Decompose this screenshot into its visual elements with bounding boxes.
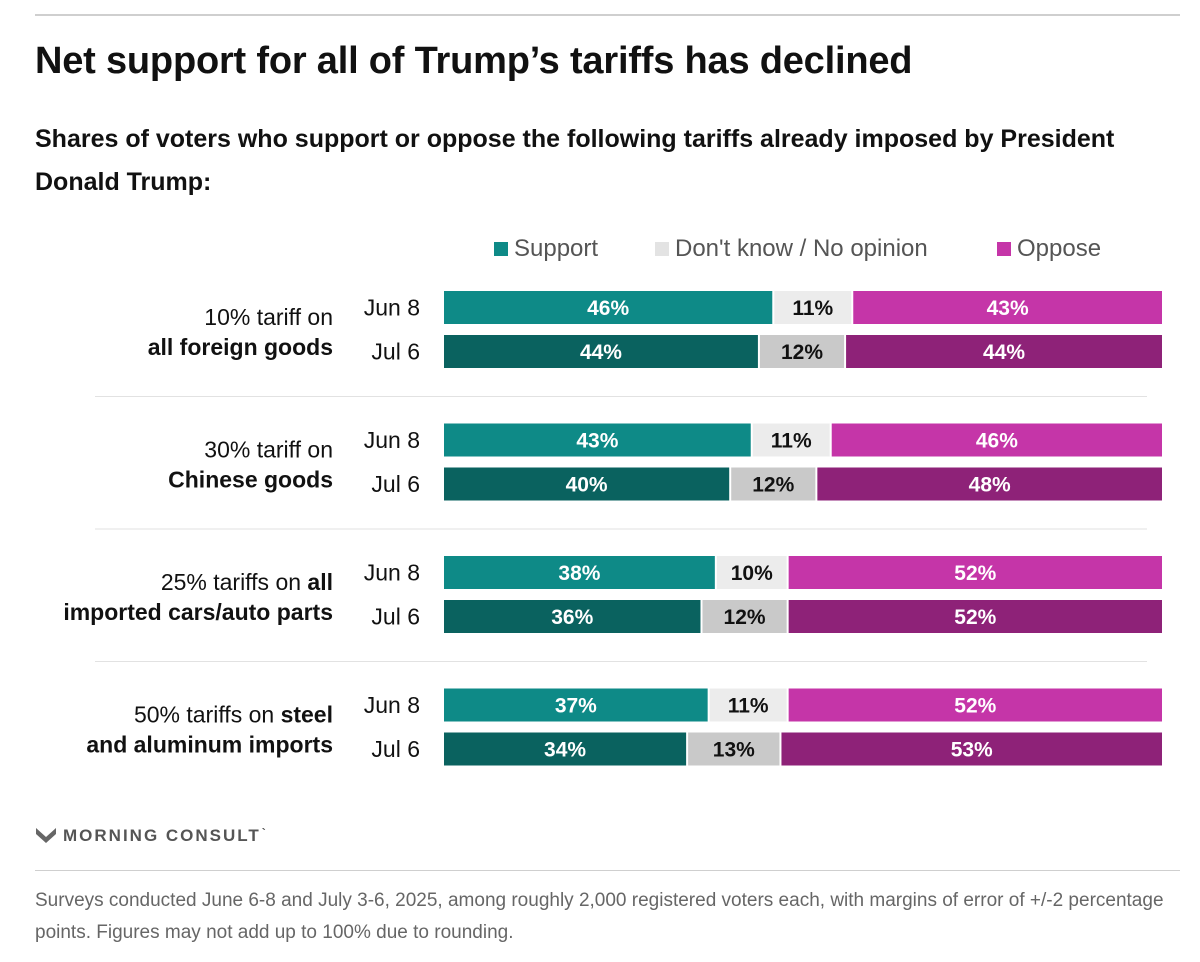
date-label: Jul 6 — [371, 339, 420, 365]
category-label-part: 30% tariff on — [204, 437, 333, 463]
legend-support: Support — [494, 235, 598, 263]
category-label-part: 50% tariffs on — [134, 702, 281, 728]
category-label: 25% tariffs on all imported cars/auto par… — [63, 569, 333, 625]
bar-segment-oppose — [817, 467, 1162, 501]
bar-segment-dont-know — [716, 556, 787, 589]
data-label-support: 36% — [551, 606, 593, 629]
bar-segment-support — [444, 423, 751, 457]
data-label-oppose: 53% — [951, 739, 993, 762]
bar-segment-oppose — [788, 600, 1162, 633]
data-label-dont-know: 11% — [771, 430, 812, 453]
legend-oppose: Oppose — [997, 235, 1101, 263]
date-label: Jul 6 — [371, 736, 420, 762]
data-label-dont-know: 11% — [792, 297, 833, 320]
legend-dont-know: Don't know / No opinion — [655, 235, 928, 263]
data-label-support: 37% — [555, 695, 597, 718]
date-label: Jun 8 — [364, 295, 420, 321]
bar-segment-support — [444, 688, 708, 722]
brand-logo: MORNING CONSULT ` — [35, 826, 266, 846]
category-label-part: steel — [281, 702, 333, 728]
bar-segment-oppose — [788, 688, 1162, 722]
bar-segment-oppose — [846, 335, 1162, 368]
footnote: Surveys conducted June 6-8 and July 3-6,… — [35, 890, 1164, 943]
category-label-part: Chinese goods — [168, 467, 333, 493]
data-label-support: 38% — [558, 562, 600, 585]
bottom-divider — [35, 870, 1180, 871]
bar-segment-support — [444, 467, 730, 501]
data-label-dont-know: 10% — [731, 562, 773, 585]
data-label-oppose: 52% — [954, 606, 996, 629]
category-label-part: all foreign goods — [148, 334, 333, 360]
top-divider — [35, 14, 1180, 16]
bar-segment-support — [444, 556, 715, 589]
category-label-part: imported cars/auto parts — [63, 599, 333, 625]
date-label: Jul 6 — [371, 471, 420, 497]
bar-segment-dont-know — [774, 291, 852, 324]
bar-segment-dont-know — [731, 467, 816, 501]
bar-segment-oppose — [788, 556, 1162, 589]
data-label-dont-know: 12% — [781, 341, 823, 364]
category-label: 50% tariffs on steel and aluminum imports — [86, 702, 333, 758]
category-label: 10% tariff on all foreign goods — [148, 304, 333, 360]
bar-segment-dont-know — [688, 732, 780, 766]
bar-segment-dont-know — [709, 688, 787, 722]
data-label-oppose: 52% — [954, 562, 996, 585]
stacked-bar-chart: 10% tariff on all foreign goods Jun 8 46% 11… — [63, 291, 1162, 766]
data-label-support: 46% — [587, 297, 629, 320]
bar-segment-support — [444, 291, 773, 324]
bar-segment-support — [444, 600, 701, 633]
data-label-oppose: 44% — [983, 341, 1025, 364]
date-label: Jun 8 — [364, 560, 420, 586]
bar-segment-support — [444, 732, 687, 766]
bar-segment-oppose — [853, 291, 1162, 324]
brand-name: MORNING CONSULT — [63, 826, 261, 845]
category-label-part: all — [307, 569, 333, 595]
data-label-dont-know: 13% — [713, 739, 755, 762]
bar-segment-dont-know — [752, 423, 830, 457]
data-label-oppose: 48% — [969, 474, 1011, 497]
category-label-part: 25% tariffs on — [161, 569, 308, 595]
brand-mark: ` — [261, 826, 266, 840]
data-label-support: 40% — [566, 474, 608, 497]
data-label-oppose: 46% — [976, 430, 1018, 453]
data-label-support: 34% — [544, 739, 586, 762]
bar-segment-support — [444, 335, 758, 368]
date-label: Jun 8 — [364, 692, 420, 718]
morning-consult-logo-icon — [36, 828, 56, 843]
data-label-oppose: 43% — [987, 297, 1029, 320]
legend-oppose-swatch — [997, 242, 1011, 256]
category-label-part: 10% tariff on — [204, 304, 333, 330]
data-label-support: 44% — [580, 341, 622, 364]
bar-segment-dont-know — [702, 600, 787, 633]
data-label-support: 43% — [576, 430, 618, 453]
date-label: Jul 6 — [371, 604, 420, 630]
date-label: Jun 8 — [364, 427, 420, 453]
legend-support-swatch — [494, 242, 508, 256]
data-label-dont-know: 12% — [724, 606, 766, 629]
data-label-dont-know: 11% — [728, 695, 769, 718]
legend-support-label: Support — [514, 235, 599, 262]
category-label-part: and aluminum imports — [86, 732, 333, 758]
legend-dont-know-label: Don't know / No opinion — [675, 235, 928, 262]
data-label-oppose: 52% — [954, 695, 996, 718]
bar-segment-oppose — [831, 423, 1162, 457]
legend-oppose-label: Oppose — [1017, 235, 1102, 262]
chart-title: Net support for all of Trump’s tariffs h… — [35, 40, 913, 82]
bar-segment-dont-know — [759, 335, 845, 368]
legend-dont-know-swatch — [655, 242, 669, 256]
data-label-dont-know: 12% — [752, 474, 794, 497]
legend: Support Don't know / No opinion Oppose — [0, 235, 1200, 265]
bar-segment-oppose — [781, 732, 1162, 766]
category-label: 30% tariff on Chinese goods — [168, 437, 333, 493]
chart-subtitle: Shares of voters who support or oppose t… — [35, 125, 1115, 196]
